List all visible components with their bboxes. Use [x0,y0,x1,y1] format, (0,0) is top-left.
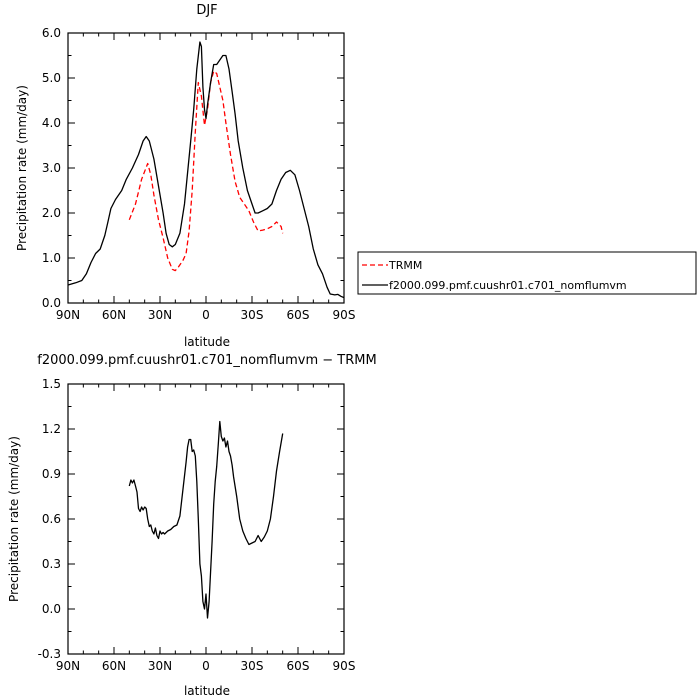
bottom-y-axis-label: Precipitation rate (mm/day) [7,436,21,602]
legend: TRMM f2000.099.pmf.cuushr01.c701_nomflum… [357,251,697,295]
legend-label-model: f2000.099.pmf.cuushr01.c701_nomflumvm [389,279,627,292]
top-plot-frame [67,32,345,304]
top-y-tick-label: 5.0 [42,71,61,85]
top-x-tick-label: 60N [102,308,126,322]
bottom-chart: f2000.099.pmf.cuushr01.c701_nomflumvm − … [7,353,377,698]
top-x-tick-labels: 90N 60N 30N 0 30S 60S 90S [56,308,356,322]
bottom-x-tick-label: 30S [241,659,264,673]
bottom-y-tick-label: 1.2 [42,422,61,436]
bottom-x-tick-label: 60S [287,659,310,673]
bottom-series-line-difference [128,420,284,619]
top-x-tick-label: 30N [148,308,172,322]
bottom-y-tick-labels: -0.3 0.0 0.3 0.6 0.9 1.2 1.5 [38,377,61,661]
top-y-tick-label: 6.0 [42,26,61,40]
top-series-line-model [67,41,345,299]
bottom-plot-frame [67,383,345,655]
bottom-x-tick-labels: 90N 60N 30N 0 30S 60S 90S [56,659,356,673]
top-y-axis-label: Precipitation rate (mm/day) [15,85,29,251]
top-y-tick-label: 1.0 [42,251,61,265]
top-y-tick-label: 4.0 [42,116,61,130]
bottom-plot-area [67,383,345,655]
bottom-y-tick-label: 1.5 [42,377,61,391]
top-x-tick-label: 90N [56,308,80,322]
top-y-tick-label: 3.0 [42,161,61,175]
legend-box [357,251,697,295]
top-y-tick-label: 0.0 [42,296,61,310]
bottom-y-tick-label: 0.0 [42,602,61,616]
top-y-tick-label: 2.0 [42,206,61,220]
legend-label-trmm: TRMM [388,259,422,272]
top-plot-area [67,32,345,304]
bottom-x-tick-label: 0 [202,659,210,673]
top-x-tick-label: 30S [241,308,264,322]
top-x-tick-label: 60S [287,308,310,322]
bottom-ticks [67,383,345,655]
top-x-tick-label: 90S [333,308,356,322]
top-x-tick-label: 0 [202,308,210,322]
top-series [67,41,345,299]
top-chart-title: DJF [196,3,217,18]
top-y-tick-labels: 0.0 1.0 2.0 3.0 4.0 5.0 6.0 [42,26,61,310]
bottom-chart-title: f2000.099.pmf.cuushr01.c701_nomflumvm − … [37,353,376,368]
bottom-series [128,420,284,619]
bottom-y-tick-label: 0.9 [42,467,61,481]
bottom-y-tick-label: 0.6 [42,512,61,526]
top-x-axis-label: latitude [184,335,230,349]
bottom-x-tick-label: 90N [56,659,80,673]
top-chart: DJF 90N 60N 30N 0 30S 60S 90S 0.0 1.0 2.0 3.0 4.0 5… [15,3,355,349]
bottom-y-tick-label: -0.3 [38,647,61,661]
bottom-x-tick-label: 30N [148,659,172,673]
top-ticks [67,32,345,304]
bottom-x-axis-label: latitude [184,684,230,698]
bottom-x-tick-label: 60N [102,659,126,673]
bottom-x-tick-label: 90S [333,659,356,673]
top-series-line-trmm [128,70,284,272]
bottom-y-tick-label: 0.3 [42,557,61,571]
